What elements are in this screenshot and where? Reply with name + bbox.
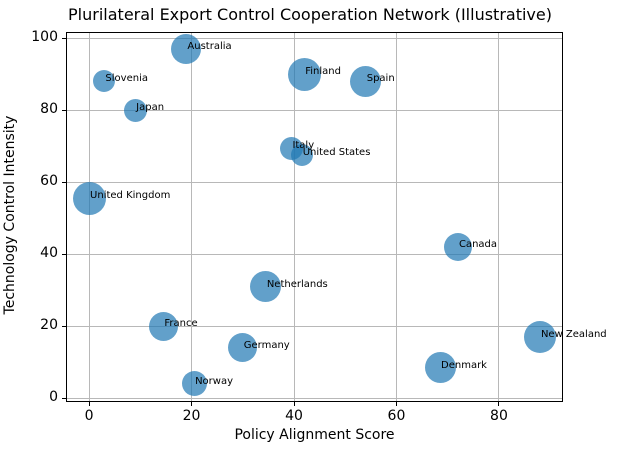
point-label: Slovenia	[105, 73, 148, 85]
point-label: France	[164, 318, 198, 330]
x-tick-mark	[88, 402, 90, 406]
y-gridline	[66, 397, 563, 399]
point-label: Finland	[305, 66, 341, 78]
x-tick-label: 60	[387, 408, 406, 424]
data-bubble	[72, 181, 106, 215]
x-tick-mark	[498, 402, 500, 406]
data-bubble	[250, 271, 282, 303]
x-gridline	[191, 32, 193, 402]
x-tick-label: 0	[84, 408, 94, 424]
data-bubble	[181, 371, 207, 397]
point-label: Spain	[366, 73, 395, 85]
data-bubble	[523, 321, 556, 354]
y-tick-mark	[62, 181, 66, 183]
y-tick-label: 20	[40, 317, 58, 334]
x-tick-label: 40	[285, 408, 303, 424]
y-gridline	[66, 253, 563, 255]
point-label: Italy	[292, 140, 315, 151]
data-bubble	[290, 144, 313, 167]
point-label: Norway	[195, 375, 234, 387]
point-label: Netherlands	[266, 278, 328, 290]
x-tick-mark	[191, 402, 193, 406]
data-bubble	[228, 333, 258, 363]
data-bubble	[93, 70, 116, 93]
x-tick-label: 20	[182, 408, 201, 424]
y-tick-label: 0	[49, 389, 58, 406]
x-tick-label: 80	[490, 408, 508, 424]
point-label: United States	[302, 147, 371, 159]
data-bubble	[424, 352, 456, 384]
y-axis-label: Technology Control Intensity	[2, 115, 18, 315]
chart-title: Plurilateral Export Control Cooperation …	[68, 5, 552, 24]
x-tick-mark	[293, 402, 295, 406]
x-axis-label: Policy Alignment Score	[234, 427, 395, 443]
y-tick-mark	[62, 325, 66, 327]
x-gridline	[293, 32, 295, 402]
data-bubble	[148, 311, 178, 341]
y-gridline	[66, 181, 563, 183]
x-gridline	[88, 32, 90, 402]
y-tick-label: 100	[31, 29, 58, 46]
point-label: Japan	[136, 102, 165, 114]
data-bubble	[350, 65, 382, 97]
data-bubble	[287, 57, 321, 91]
y-tick-mark	[62, 37, 66, 39]
point-label: United Kingdom	[90, 190, 171, 202]
point-label: Canada	[458, 239, 498, 251]
y-gridline	[66, 109, 563, 111]
point-label: Australia	[187, 40, 232, 52]
point-label: Denmark	[441, 359, 487, 371]
x-tick-mark	[395, 402, 397, 406]
y-gridline	[66, 37, 563, 39]
data-bubble	[443, 233, 472, 262]
data-bubble	[123, 98, 147, 122]
y-tick-label: 80	[40, 101, 58, 118]
point-label: New Zealand	[540, 329, 607, 341]
data-bubble	[171, 33, 202, 64]
y-tick-mark	[62, 253, 66, 255]
x-gridline	[395, 32, 397, 402]
y-gridline	[66, 325, 563, 327]
y-tick-label: 60	[40, 173, 58, 190]
y-tick-mark	[62, 397, 66, 399]
point-label: Germany	[243, 339, 290, 351]
x-gridline	[498, 32, 500, 402]
y-tick-mark	[62, 109, 66, 111]
y-tick-label: 40	[40, 245, 58, 262]
